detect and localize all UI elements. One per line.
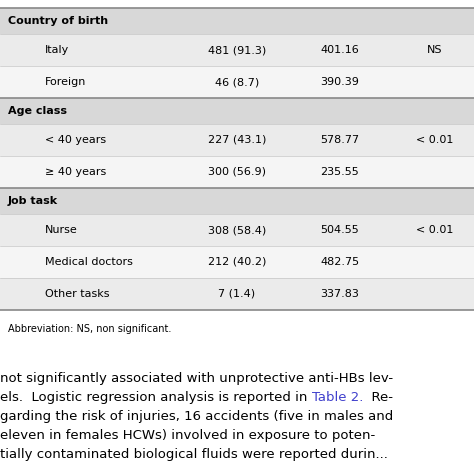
Text: 308 (58.4): 308 (58.4) <box>208 225 266 235</box>
Bar <box>0 188 474 214</box>
Text: 227 (43.1): 227 (43.1) <box>208 135 266 145</box>
Bar <box>0 34 474 66</box>
Text: 401.16: 401.16 <box>320 45 359 55</box>
Text: 481 (91.3): 481 (91.3) <box>208 45 266 55</box>
Text: Job task: Job task <box>8 196 58 206</box>
Text: 578.77: 578.77 <box>320 135 360 145</box>
Text: 46 (8.7): 46 (8.7) <box>215 77 259 87</box>
Text: tially contaminated biological fluids were reported durin...: tially contaminated biological fluids we… <box>0 448 388 461</box>
Text: < 0.01: < 0.01 <box>416 135 454 145</box>
Text: Abbreviation: NS, non significant.: Abbreviation: NS, non significant. <box>8 324 172 334</box>
Text: Medical doctors: Medical doctors <box>45 257 133 267</box>
Bar <box>0 278 474 310</box>
Text: 235.55: 235.55 <box>320 167 359 177</box>
Text: eleven in females HCWs) involved in exposure to poten-: eleven in females HCWs) involved in expo… <box>0 429 375 442</box>
Text: 212 (40.2): 212 (40.2) <box>208 257 266 267</box>
Bar <box>0 246 474 278</box>
Bar <box>0 98 474 124</box>
Text: ≥ 40 years: ≥ 40 years <box>45 167 106 177</box>
Text: Nurse: Nurse <box>45 225 78 235</box>
Text: 300 (56.9): 300 (56.9) <box>208 167 266 177</box>
Text: 482.75: 482.75 <box>320 257 360 267</box>
Bar <box>0 8 474 34</box>
Text: Age class: Age class <box>8 106 67 116</box>
Text: < 40 years: < 40 years <box>45 135 106 145</box>
Text: Table 2.: Table 2. <box>311 391 363 404</box>
Text: 7 (1.4): 7 (1.4) <box>219 289 255 299</box>
Text: < 0.01: < 0.01 <box>416 225 454 235</box>
Text: not significantly associated with unprotective anti-HBs lev-: not significantly associated with unprot… <box>0 372 393 385</box>
Text: Re-: Re- <box>363 391 393 404</box>
Text: Country of birth: Country of birth <box>8 16 108 26</box>
Text: 337.83: 337.83 <box>320 289 359 299</box>
Bar <box>0 214 474 246</box>
Text: garding the risk of injuries, 16 accidents (five in males and: garding the risk of injuries, 16 acciden… <box>0 410 393 423</box>
Bar <box>0 66 474 98</box>
Text: 504.55: 504.55 <box>320 225 359 235</box>
Text: Italy: Italy <box>45 45 69 55</box>
Bar <box>0 156 474 188</box>
Text: 390.39: 390.39 <box>320 77 359 87</box>
Text: Foreign: Foreign <box>45 77 86 87</box>
Text: NS: NS <box>427 45 443 55</box>
Text: Other tasks: Other tasks <box>45 289 109 299</box>
Text: els.  Logistic regression analysis is reported in: els. Logistic regression analysis is rep… <box>0 391 311 404</box>
Bar <box>0 124 474 156</box>
